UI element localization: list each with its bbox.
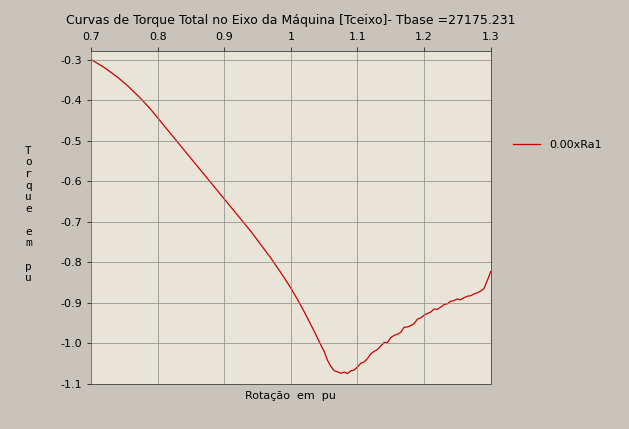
0.00xRa1 [337,371,345,376]
0.00xRa1 [360,360,368,365]
Text: T
o
r
q
u
e

e
m

p
u: T o r q u e e m p u [25,146,31,283]
Line: 0.00xRa1: 0.00xRa1 [91,60,491,374]
0.00xRa1 [464,294,471,299]
Legend: 0.00xRa1: 0.00xRa1 [508,135,606,154]
0.00xRa1 [487,269,494,274]
0.00xRa1 [127,87,135,92]
0.00xRa1 [257,242,265,248]
Title: Curvas de Torque Total no Eixo da Máquina [Tceixo]- Tbase =27175.231: Curvas de Torque Total no Eixo da Máquin… [66,14,516,27]
0.00xRa1 [87,57,95,62]
0.00xRa1 [343,371,351,376]
0.00xRa1 [181,148,188,153]
X-axis label: Rotação  em  pu: Rotação em pu [245,391,337,401]
